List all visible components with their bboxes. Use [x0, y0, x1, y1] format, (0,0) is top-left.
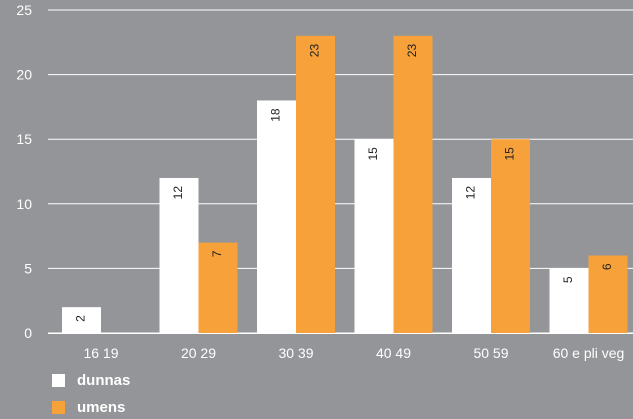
- bar-value-label: 23: [308, 44, 322, 58]
- legend-label-umens: umens: [77, 399, 126, 416]
- bar-value-label: 15: [503, 147, 517, 161]
- legend-swatch-dunnas: [52, 374, 65, 387]
- bar-value-label: 5: [561, 276, 575, 283]
- legend-label-dunnas: dunnas: [77, 372, 131, 389]
- bar-dunnas: [62, 307, 101, 333]
- x-tick-label: 20 29: [181, 345, 216, 361]
- bar-dunnas: [549, 268, 589, 333]
- x-tick-label: 50 59: [473, 345, 508, 361]
- x-tick-label: 16 19: [83, 345, 118, 361]
- x-tick-label: 60 e pli veg: [553, 345, 625, 361]
- bar-umens: [393, 35, 433, 334]
- bar-dunnas: [354, 139, 394, 333]
- y-tick-label: 20: [16, 67, 32, 83]
- y-tick-label: 0: [24, 325, 32, 341]
- x-tick-label: 30 39: [278, 345, 313, 361]
- bar-value-label: 23: [405, 44, 419, 58]
- x-tick-label: 40 49: [376, 345, 411, 361]
- y-tick-label: 10: [16, 196, 32, 212]
- bar-value-label: 18: [269, 108, 283, 122]
- bar-umens: [198, 242, 238, 333]
- bar-dunnas: [257, 100, 296, 333]
- bar-value-label: 2: [74, 315, 88, 322]
- y-tick-label: 25: [16, 2, 32, 18]
- y-tick-label: 5: [24, 260, 32, 276]
- bar-value-label: 15: [366, 147, 380, 161]
- bar-umens: [491, 139, 530, 333]
- bar-value-label: 6: [600, 263, 614, 270]
- legend-item-dunnas: dunnas: [52, 372, 130, 389]
- bar-umens: [296, 35, 335, 334]
- bar-value-label: 12: [171, 186, 185, 200]
- legend-swatch-umens: [52, 401, 65, 414]
- bar-value-label: 12: [464, 186, 478, 200]
- bar-value-label: 7: [210, 250, 224, 257]
- legend-item-umens: umens: [52, 399, 125, 416]
- y-tick-label: 15: [16, 131, 32, 147]
- bar-dunnas: [159, 177, 199, 333]
- bar-dunnas: [452, 177, 491, 333]
- bar-umens: [588, 255, 628, 333]
